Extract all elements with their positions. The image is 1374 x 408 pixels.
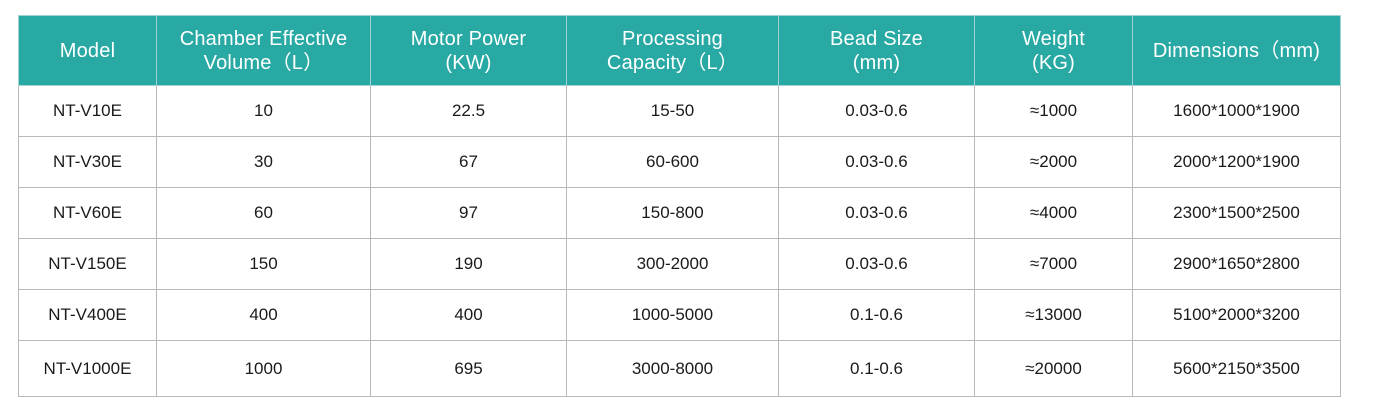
cell-processing-capacity: 15-50: [566, 85, 779, 137]
cell-model: NT-V400E: [18, 289, 157, 341]
cell-bead-size: 0.03-0.6: [778, 187, 975, 239]
cell-bead-size: 0.03-0.6: [778, 85, 975, 137]
cell-chamber-volume: 400: [156, 289, 371, 341]
table-row: NT-V1000E 1000 695 3000-8000 0.1-0.6 ≈20…: [18, 340, 1341, 397]
cell-motor-power: 695: [370, 340, 567, 397]
cell-weight: ≈13000: [974, 289, 1133, 341]
cell-model: NT-V150E: [18, 238, 157, 290]
cell-dimensions: 5100*2000*3200: [1132, 289, 1341, 341]
cell-weight: ≈4000: [974, 187, 1133, 239]
cell-motor-power: 22.5: [370, 85, 567, 137]
cell-model: NT-V10E: [18, 85, 157, 137]
cell-weight: ≈20000: [974, 340, 1133, 397]
header-bead-size-line2: (mm): [852, 51, 901, 74]
header-chamber-volume-line1: Chamber Effective: [179, 27, 348, 50]
table-row: NT-V30E 30 67 60-600 0.03-0.6 ≈2000 2000…: [18, 136, 1341, 188]
header-processing-capacity-line1: Processing: [622, 27, 723, 50]
header-motor-power-line2: (KW): [445, 51, 492, 74]
header-model-text: Model: [59, 39, 116, 62]
header-model: Model: [18, 15, 157, 86]
cell-motor-power: 67: [370, 136, 567, 188]
header-weight-line1: Weight: [1021, 27, 1086, 50]
spec-table: Model Chamber Effective Volume（L） Motor …: [18, 15, 1341, 397]
cell-dimensions: 2000*1200*1900: [1132, 136, 1341, 188]
table-header: Model Chamber Effective Volume（L） Motor …: [18, 15, 1341, 86]
header-dimensions: Dimensions（mm): [1132, 15, 1341, 86]
cell-processing-capacity: 300-2000: [566, 238, 779, 290]
cell-motor-power: 400: [370, 289, 567, 341]
cell-chamber-volume: 150: [156, 238, 371, 290]
cell-chamber-volume: 30: [156, 136, 371, 188]
header-processing-capacity: Processing Capacity（L）: [566, 15, 779, 86]
cell-chamber-volume: 10: [156, 85, 371, 137]
table-row: NT-V10E 10 22.5 15-50 0.03-0.6 ≈1000 160…: [18, 85, 1341, 137]
header-motor-power-line1: Motor Power: [410, 27, 527, 50]
header-chamber-volume-line2: Volume（L）: [203, 51, 324, 74]
cell-chamber-volume: 1000: [156, 340, 371, 397]
cell-weight: ≈1000: [974, 85, 1133, 137]
header-dimensions-text: Dimensions（mm): [1152, 39, 1321, 62]
cell-motor-power: 97: [370, 187, 567, 239]
cell-dimensions: 2900*1650*2800: [1132, 238, 1341, 290]
header-motor-power: Motor Power (KW): [370, 15, 567, 86]
cell-model: NT-V60E: [18, 187, 157, 239]
cell-processing-capacity: 3000-8000: [566, 340, 779, 397]
cell-dimensions: 2300*1500*2500: [1132, 187, 1341, 239]
header-weight: Weight (KG): [974, 15, 1133, 86]
table-row: NT-V150E 150 190 300-2000 0.03-0.6 ≈7000…: [18, 238, 1341, 290]
header-processing-capacity-line2: Capacity（L）: [606, 51, 739, 74]
cell-chamber-volume: 60: [156, 187, 371, 239]
cell-bead-size: 0.03-0.6: [778, 238, 975, 290]
header-bead-size-line1: Bead Size: [830, 27, 923, 50]
cell-bead-size: 0.1-0.6: [778, 289, 975, 341]
cell-dimensions: 1600*1000*1900: [1132, 85, 1341, 137]
cell-weight: ≈2000: [974, 136, 1133, 188]
cell-model: NT-V30E: [18, 136, 157, 188]
header-weight-line2: (KG): [1031, 51, 1076, 74]
cell-processing-capacity: 150-800: [566, 187, 779, 239]
cell-processing-capacity: 1000-5000: [566, 289, 779, 341]
header-row: Model Chamber Effective Volume（L） Motor …: [18, 15, 1341, 86]
table-body: NT-V10E 10 22.5 15-50 0.03-0.6 ≈1000 160…: [18, 85, 1341, 397]
cell-processing-capacity: 60-600: [566, 136, 779, 188]
cell-bead-size: 0.03-0.6: [778, 136, 975, 188]
cell-dimensions: 5600*2150*3500: [1132, 340, 1341, 397]
header-bead-size: Bead Size (mm): [778, 15, 975, 86]
cell-motor-power: 190: [370, 238, 567, 290]
cell-model: NT-V1000E: [18, 340, 157, 397]
header-chamber-volume: Chamber Effective Volume（L）: [156, 15, 371, 86]
cell-weight: ≈7000: [974, 238, 1133, 290]
cell-bead-size: 0.1-0.6: [778, 340, 975, 397]
table-row: NT-V400E 400 400 1000-5000 0.1-0.6 ≈1300…: [18, 289, 1341, 341]
table-row: NT-V60E 60 97 150-800 0.03-0.6 ≈4000 230…: [18, 187, 1341, 239]
